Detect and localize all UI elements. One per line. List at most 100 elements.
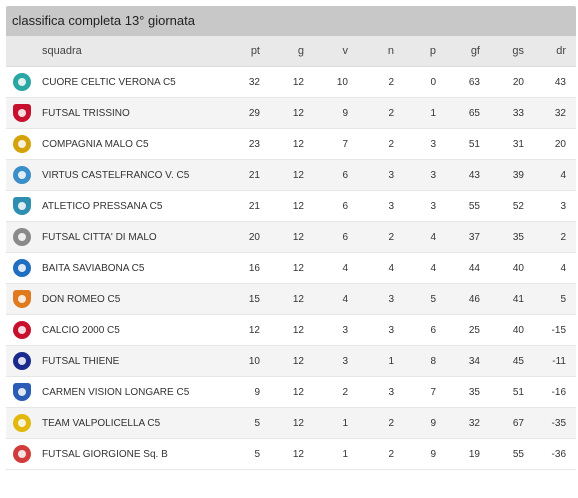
table-row[interactable]: CARMEN VISION LONGARE C5 9 12 2 3 7 35 51 -16 <box>6 376 576 408</box>
stat-p: 9 <box>404 438 446 470</box>
stat-n: 2 <box>358 221 404 253</box>
team-name[interactable]: CUORE CELTIC VERONA C5 <box>38 66 222 98</box>
stat-gf: 34 <box>446 345 490 377</box>
table-row[interactable]: COMPAGNIA MALO C5 23 12 7 2 3 51 31 20 <box>6 128 576 160</box>
stat-gs: 35 <box>490 221 534 253</box>
team-logo-cell <box>6 190 38 222</box>
stat-pt: 16 <box>222 252 270 284</box>
stat-g: 12 <box>270 376 314 408</box>
stat-n: 2 <box>358 128 404 160</box>
team-logo-cell <box>6 438 38 470</box>
header-g[interactable]: g <box>270 36 314 67</box>
table-row[interactable]: DON ROMEO C5 15 12 4 3 5 46 41 5 <box>6 283 576 315</box>
stat-v: 4 <box>314 252 358 284</box>
team-logo-cell <box>6 159 38 191</box>
table-header-row: squadra pt g v n p gf gs dr <box>6 36 576 67</box>
stat-gs: 45 <box>490 345 534 377</box>
stat-p: 0 <box>404 66 446 98</box>
stat-gf: 46 <box>446 283 490 315</box>
team-logo-cell <box>6 97 38 129</box>
table-row[interactable]: BAITA SAVIABONA C5 16 12 4 4 4 44 40 4 <box>6 252 576 284</box>
standings-body: CUORE CELTIC VERONA C5 32 12 10 2 0 63 20 43 FUTS… <box>6 66 576 470</box>
table-row[interactable]: ATLETICO PRESSANA C5 21 12 6 3 3 55 52 3 <box>6 190 576 222</box>
header-squadra[interactable]: squadra <box>38 36 222 67</box>
stat-gs: 67 <box>490 407 534 439</box>
stat-g: 12 <box>270 221 314 253</box>
stat-gf: 35 <box>446 376 490 408</box>
table-row[interactable]: VIRTUS CASTELFRANCO V. C5 21 12 6 3 3 43 39 4 <box>6 159 576 191</box>
stat-pt: 20 <box>222 221 270 253</box>
team-logo-cell <box>6 376 38 408</box>
team-logo-icon <box>13 414 31 432</box>
stat-dr: 32 <box>534 97 576 129</box>
stat-gs: 33 <box>490 97 534 129</box>
header-p[interactable]: p <box>404 36 446 67</box>
table-row[interactable]: FUTSAL TRISSINO 29 12 9 2 1 65 33 32 <box>6 97 576 129</box>
header-gf[interactable]: gf <box>446 36 490 67</box>
stat-gs: 40 <box>490 314 534 346</box>
stat-gs: 40 <box>490 252 534 284</box>
team-logo-cell <box>6 66 38 98</box>
stat-dr: 5 <box>534 283 576 315</box>
team-name[interactable]: VIRTUS CASTELFRANCO V. C5 <box>38 159 222 191</box>
stat-pt: 21 <box>222 159 270 191</box>
team-logo-icon <box>13 73 31 91</box>
standings-title: classifica completa 13° giornata <box>6 6 576 36</box>
stat-pt: 21 <box>222 190 270 222</box>
table-row[interactable]: CUORE CELTIC VERONA C5 32 12 10 2 0 63 20 43 <box>6 66 576 98</box>
stat-gf: 51 <box>446 128 490 160</box>
table-row[interactable]: CALCIO 2000 C5 12 12 3 3 6 25 40 -15 <box>6 314 576 346</box>
stat-v: 2 <box>314 376 358 408</box>
team-name[interactable]: FUTSAL GIORGIONE Sq. B <box>38 438 222 470</box>
team-name[interactable]: ATLETICO PRESSANA C5 <box>38 190 222 222</box>
team-name[interactable]: CARMEN VISION LONGARE C5 <box>38 376 222 408</box>
stat-p: 5 <box>404 283 446 315</box>
stat-gf: 37 <box>446 221 490 253</box>
team-name[interactable]: BAITA SAVIABONA C5 <box>38 252 222 284</box>
stat-dr: 20 <box>534 128 576 160</box>
team-name[interactable]: FUTSAL CITTA' DI MALO <box>38 221 222 253</box>
stat-n: 2 <box>358 407 404 439</box>
stat-gf: 19 <box>446 438 490 470</box>
header-n[interactable]: n <box>358 36 404 67</box>
stat-gf: 44 <box>446 252 490 284</box>
stat-p: 6 <box>404 314 446 346</box>
stat-pt: 12 <box>222 314 270 346</box>
table-row[interactable]: FUTSAL GIORGIONE Sq. B 5 12 1 2 9 19 55 -36 <box>6 438 576 470</box>
team-logo-cell <box>6 252 38 284</box>
team-name[interactable]: FUTSAL THIENE <box>38 345 222 377</box>
stat-v: 10 <box>314 66 358 98</box>
team-name[interactable]: DON ROMEO C5 <box>38 283 222 315</box>
stat-v: 6 <box>314 159 358 191</box>
stat-n: 1 <box>358 345 404 377</box>
stat-p: 4 <box>404 221 446 253</box>
table-row[interactable]: FUTSAL THIENE 10 12 3 1 8 34 45 -11 <box>6 345 576 377</box>
stat-g: 12 <box>270 97 314 129</box>
stat-gf: 55 <box>446 190 490 222</box>
stat-g: 12 <box>270 314 314 346</box>
header-v[interactable]: v <box>314 36 358 67</box>
stat-gs: 52 <box>490 190 534 222</box>
stat-dr: -11 <box>534 345 576 377</box>
standings-table: squadra pt g v n p gf gs dr CUORE CELTIC… <box>6 36 576 470</box>
stat-gf: 25 <box>446 314 490 346</box>
team-name[interactable]: CALCIO 2000 C5 <box>38 314 222 346</box>
team-name[interactable]: COMPAGNIA MALO C5 <box>38 128 222 160</box>
stat-p: 3 <box>404 128 446 160</box>
stat-p: 3 <box>404 190 446 222</box>
team-logo-cell <box>6 407 38 439</box>
stat-p: 3 <box>404 159 446 191</box>
header-gs[interactable]: gs <box>490 36 534 67</box>
standings-widget: classifica completa 13° giornata squadra… <box>6 6 576 470</box>
team-logo-icon <box>13 383 31 401</box>
table-row[interactable]: TEAM VALPOLICELLA C5 5 12 1 2 9 32 67 -35 <box>6 407 576 439</box>
stat-n: 3 <box>358 314 404 346</box>
stat-gf: 65 <box>446 97 490 129</box>
table-row[interactable]: FUTSAL CITTA' DI MALO 20 12 6 2 4 37 35 2 <box>6 221 576 253</box>
team-name[interactable]: FUTSAL TRISSINO <box>38 97 222 129</box>
header-dr[interactable]: dr <box>534 36 576 67</box>
stat-dr: -15 <box>534 314 576 346</box>
header-pt[interactable]: pt <box>222 36 270 67</box>
team-name[interactable]: TEAM VALPOLICELLA C5 <box>38 407 222 439</box>
team-logo-icon <box>13 321 31 339</box>
